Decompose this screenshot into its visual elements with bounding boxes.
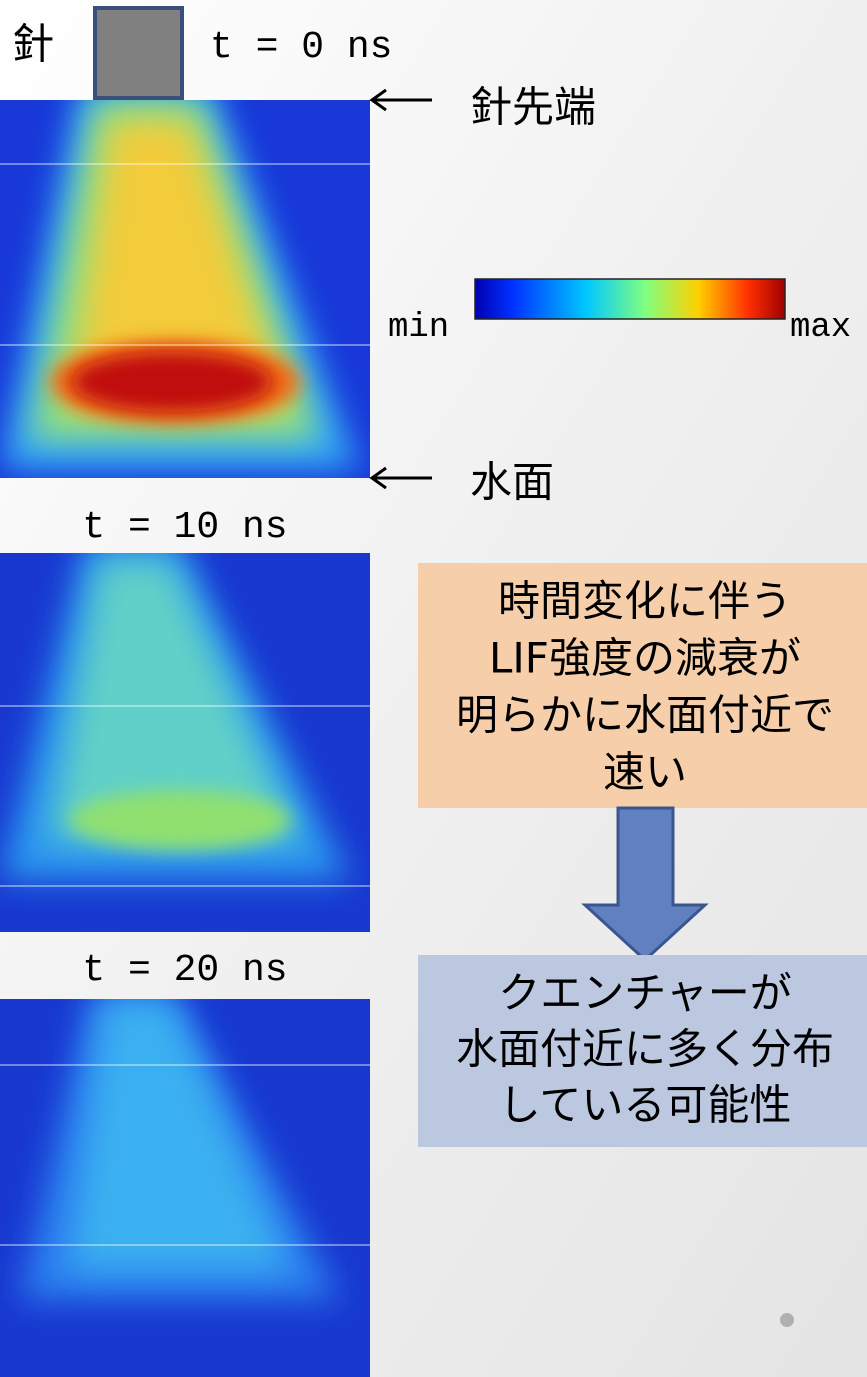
conclusion-line: クエンチャーが xyxy=(498,969,792,1018)
conclusion-line: している可能性 xyxy=(499,1081,792,1130)
observation-line: 明らかに水面付近で xyxy=(456,691,834,740)
time-label: t = 0 ns xyxy=(210,26,392,69)
time-label: t = 20 ns xyxy=(82,949,287,992)
observation-line: 時間変化に伴う xyxy=(498,577,792,626)
time-label: t = 10 ns xyxy=(82,506,287,549)
conclusion-line: 水面付近に多く分布 xyxy=(456,1025,834,1074)
lif-image xyxy=(0,80,370,478)
needle-icon xyxy=(95,8,182,98)
needle-label: 針 xyxy=(12,20,54,69)
slide-dot xyxy=(780,1313,794,1327)
colorbar-min: min xyxy=(388,309,449,347)
colorbar-max: max xyxy=(790,309,851,347)
colorbar xyxy=(475,279,785,319)
slide: 針 t = 0 ns 針先端 水面 min max t = 10 ns t = … xyxy=(0,0,867,1377)
tip-label: 針先端 xyxy=(470,83,596,132)
observation-line: 速い xyxy=(603,748,687,797)
page: {"needle_label": "針", "tip_label": "針先端"… xyxy=(0,0,867,1377)
surface-label: 水面 xyxy=(470,458,554,507)
lif-image xyxy=(0,990,370,1377)
lif-image xyxy=(0,540,370,932)
observation-line: LIF強度の減衰が xyxy=(489,634,801,683)
